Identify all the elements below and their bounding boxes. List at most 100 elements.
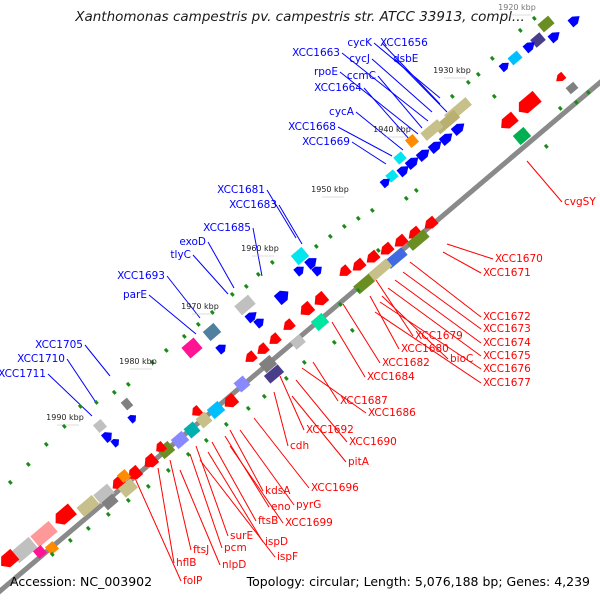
gene-reverse-box (565, 81, 579, 95)
gene-reverse-box (367, 258, 393, 282)
gene-reverse-box (32, 544, 48, 560)
track-dot (165, 467, 171, 473)
leader-line-rev (279, 375, 305, 431)
gene-label-fwd: cycA (329, 106, 355, 118)
leader-line-rev (291, 395, 347, 463)
track-dot (369, 207, 375, 213)
leader-line-rev (301, 367, 367, 414)
gene-label-rev: cvgSY (564, 196, 596, 208)
gene-label-fwd: XCC1656 (380, 37, 428, 49)
gene-reverse-box (195, 411, 213, 429)
gene-label-rev: ispD (265, 536, 288, 548)
gene-label-rev: XCC1696 (311, 482, 359, 494)
gene-label-rev: XCC1686 (368, 407, 416, 419)
tick-label: 1990 kbp (46, 413, 84, 422)
track-dot (209, 309, 215, 315)
gene-forward-arrow (127, 414, 137, 424)
gene-reverse-arrow (501, 111, 519, 129)
tick-label: 1970 kbp (181, 302, 219, 311)
track-dot (413, 187, 419, 193)
gene-reverse-box (44, 540, 60, 556)
gene-reverse-arrow (352, 257, 367, 271)
gene-label-rev: XCC1674 (483, 337, 531, 349)
gene-label-fwd: XCC1664 (314, 82, 362, 94)
gene-reverse-arrow (314, 290, 330, 306)
track-dot (125, 381, 131, 387)
accession-text: Accession: NC_003902 (10, 574, 153, 589)
track-dot (77, 403, 83, 409)
track-dot (449, 93, 455, 99)
leader-line-fwd (266, 189, 297, 239)
gene-reverse-arrow (380, 241, 395, 255)
gene-forward-arrow (427, 141, 442, 154)
leader-line-rev (526, 160, 563, 203)
gene-reverse-arrow (300, 300, 316, 316)
track-dot (543, 143, 549, 149)
gene-reverse-arrow (424, 215, 439, 229)
leader-line-fwd (66, 358, 98, 405)
leader-line-fwd (355, 111, 404, 151)
track-dot (261, 393, 267, 399)
leader-line-rev (409, 261, 482, 318)
track-dot (475, 71, 481, 77)
gene-reverse-box (30, 520, 58, 548)
track-dot (517, 27, 523, 33)
gene-label-rev: pcm (224, 542, 247, 554)
gene-label-fwd: parE (123, 289, 147, 301)
leader-line-rev (211, 441, 257, 522)
leader-line-rev (169, 459, 192, 551)
leader-line-rev (157, 467, 175, 564)
leader-line-fwd (341, 52, 429, 122)
gene-forward-arrow (244, 312, 257, 324)
gene-label-rev: XCC1672 (483, 311, 531, 323)
track-dot (573, 99, 579, 105)
gene-forward-arrow (567, 16, 580, 28)
leader-line-rev (369, 295, 400, 350)
gene-labels: 1920 kbp 1930 kbp 1940 kbp 1950 kbp 1960 kbp… (0, 3, 596, 587)
leader-line-rev (253, 417, 310, 489)
gene-label-rev: pyrG (296, 499, 321, 511)
leader-line-fwd (371, 58, 433, 113)
gene-reverse-box (512, 126, 532, 146)
gene-label-rev: XCC1680 (401, 343, 449, 355)
leader-line-rev (381, 295, 449, 360)
gene-label-rev: XCC1699 (285, 517, 333, 529)
track-dot (163, 347, 169, 353)
track-dot (93, 399, 99, 405)
track-dot (337, 301, 343, 307)
gene-label-rev: hflB (176, 557, 196, 569)
gene-forward-arrow (215, 344, 226, 355)
gene-label-rev: XCC1687 (340, 395, 388, 407)
track-dot (61, 423, 67, 429)
track-dot (149, 359, 155, 365)
gene-reverse-arrow (55, 503, 77, 525)
track-dot (403, 195, 409, 201)
gene-reverse-box (116, 468, 132, 484)
gene-label-rev: ftsJ (193, 544, 209, 556)
track-dot (489, 55, 495, 61)
track-dot (85, 525, 91, 531)
leader-line-rev (179, 469, 221, 566)
gene-forward-arrow (438, 133, 453, 146)
track-dot (255, 271, 261, 277)
tick-label: 1920 kbp (498, 3, 536, 12)
track-dot (223, 421, 229, 427)
leader-line-rev (387, 287, 482, 357)
gene-forward-arrow (547, 32, 560, 44)
gene-forward-arrow (293, 266, 304, 277)
gene-forward-arrow (522, 42, 535, 54)
track-dot (375, 247, 381, 253)
gene-label-rev: XCC1679 (415, 330, 463, 342)
gene-reverse-box (263, 364, 285, 384)
track-dot (531, 15, 537, 21)
gene-label-fwd: cycK (347, 37, 373, 49)
leader-line-rev (133, 475, 182, 582)
track-dot (67, 537, 73, 543)
gene-label-fwd: XCC1683 (229, 199, 277, 211)
gene-reverse-box (93, 483, 115, 505)
gene-forward-arrow (396, 166, 409, 178)
gene-forward-box (92, 418, 108, 434)
track-dot (105, 511, 111, 517)
leader-line-rev (273, 391, 289, 447)
gene-label-fwd: XCC1705 (35, 339, 83, 351)
